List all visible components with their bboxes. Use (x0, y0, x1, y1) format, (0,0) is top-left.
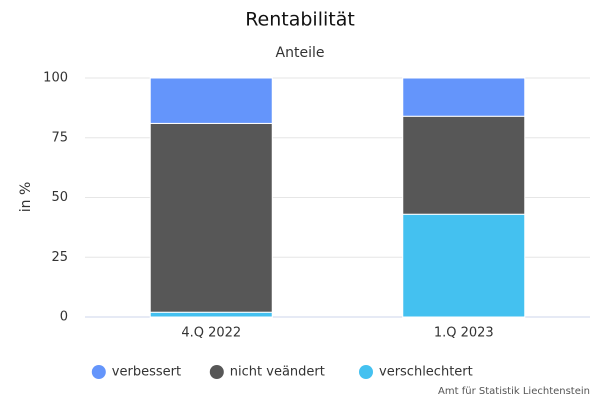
y-axis-label: in % (18, 182, 34, 213)
legend-label: verbessert (112, 365, 181, 380)
chart-subtitle: Anteile (276, 45, 325, 61)
y-tick-label: 25 (51, 250, 68, 265)
bar-segment (149, 122, 273, 313)
bar-segment (402, 115, 526, 215)
bar-segment (149, 311, 273, 318)
y-tick-label: 100 (43, 71, 68, 86)
y-tick-label: 50 (51, 190, 68, 205)
legend-marker (91, 365, 106, 379)
legend-label: nicht veändert (230, 365, 325, 380)
legend-marker (359, 365, 373, 379)
bar-segment (149, 77, 273, 124)
y-tick-label: 0 (60, 310, 68, 325)
legend-label: verschlechtert (379, 365, 473, 380)
x-tick-label: 1.Q 2023 (434, 326, 494, 341)
x-tick-label: 4.Q 2022 (181, 326, 241, 341)
legend-marker (209, 365, 224, 379)
y-tick-label: 75 (51, 130, 68, 145)
bar-segment (402, 77, 526, 117)
credit: Amt für Statistik Liechtenstein (438, 386, 590, 397)
chart-title: Rentabilität (245, 9, 355, 31)
bar-segment (402, 213, 526, 318)
